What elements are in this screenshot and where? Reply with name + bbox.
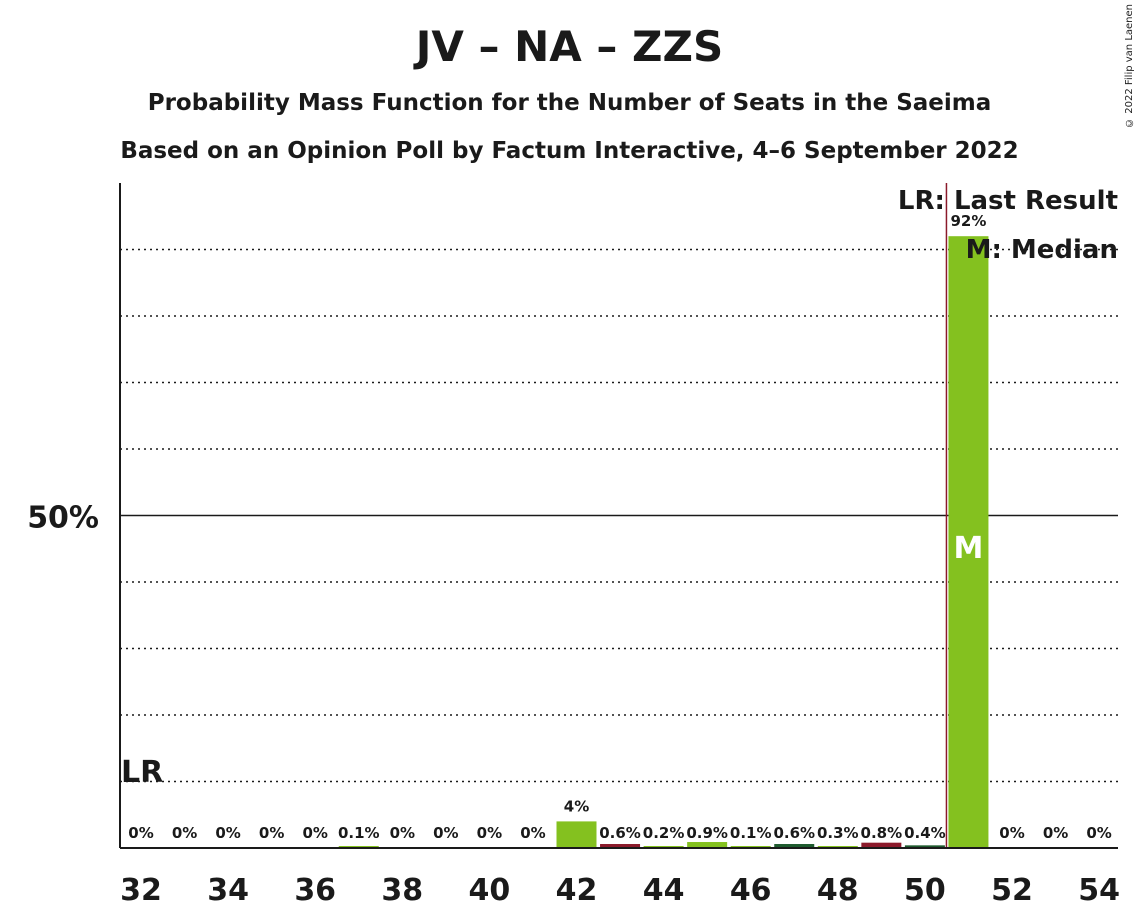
median-marker: M (954, 531, 984, 566)
bar (948, 236, 989, 848)
bar-value-label: 0.1% (338, 824, 380, 842)
x-tick-label: 46 (730, 873, 772, 908)
last-result-marker: LR (121, 755, 163, 790)
x-tick-label: 52 (991, 873, 1033, 908)
x-tick-label: 32 (120, 873, 162, 908)
bar-value-label: 0.2% (643, 824, 685, 842)
bar-value-label: 0.6% (773, 824, 815, 842)
x-tick-label: 54 (1078, 873, 1120, 908)
x-tick-label: 34 (207, 873, 249, 908)
bar-value-label: 0.3% (817, 824, 859, 842)
bar (774, 844, 815, 848)
x-tick-label: 48 (817, 873, 859, 908)
bar-value-label: 0.4% (904, 824, 946, 842)
x-tick-label: 40 (469, 873, 511, 908)
bar-value-label: 0% (477, 824, 502, 842)
legend-last-result: LR: Last Result (898, 186, 1118, 216)
bar-value-label: 0% (259, 824, 284, 842)
x-tick-label: 50 (904, 873, 946, 908)
chart-subtitle: Probability Mass Function for the Number… (147, 90, 992, 116)
y-tick-label: 50% (27, 501, 99, 536)
x-tick-label: 42 (556, 873, 598, 908)
bar-value-label: 0.6% (599, 824, 641, 842)
bar-value-label: 0% (215, 824, 240, 842)
chart-source-subtitle: Based on an Opinion Poll by Factum Inter… (120, 138, 1019, 164)
bar-value-label: 0% (302, 824, 327, 842)
x-tick-label: 36 (294, 873, 336, 908)
bar-value-label: 0% (172, 824, 197, 842)
legend-median: M: Median (966, 235, 1118, 265)
bar-value-label: 92% (950, 212, 986, 230)
bar-value-label: 0% (433, 824, 458, 842)
bar-value-label: 0% (1043, 824, 1068, 842)
bar-value-label: 0% (1086, 824, 1111, 842)
bar (600, 844, 641, 848)
chart-title: JV – NA – ZZS (415, 22, 724, 71)
bar-value-label: 4% (564, 797, 589, 815)
bar-value-label: 0% (520, 824, 545, 842)
bar (687, 842, 728, 848)
bar-value-label: 0% (390, 824, 415, 842)
x-tick-label: 44 (643, 873, 685, 908)
bar (861, 842, 902, 848)
bar (556, 821, 597, 848)
x-tick-label: 38 (381, 873, 423, 908)
bar-value-label: 0% (128, 824, 153, 842)
bar-value-label: 0.8% (861, 824, 903, 842)
bar-value-label: 0.9% (686, 824, 728, 842)
bar-value-label: 0% (999, 824, 1024, 842)
bar-value-label: 0.1% (730, 824, 772, 842)
bar (904, 845, 945, 848)
